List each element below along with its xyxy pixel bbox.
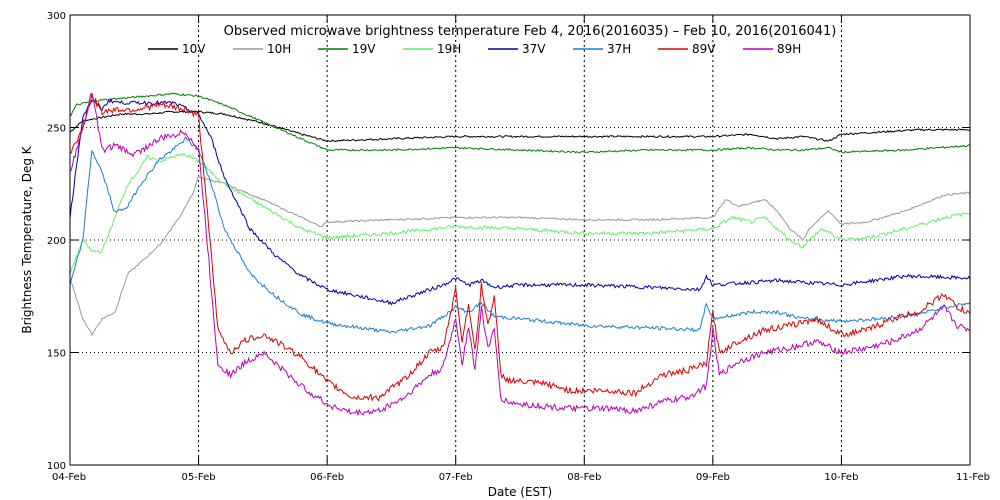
series-line-89v [69, 92, 971, 402]
y-tick-label: 300 [47, 11, 66, 22]
legend-label-19v: 19V [352, 42, 376, 56]
x-tick-label: 09-Feb [696, 472, 730, 483]
y-tick-label: 250 [47, 124, 66, 135]
x-tick-label: 06-Feb [310, 472, 344, 483]
series-line-37v [69, 97, 971, 306]
plot-area [69, 92, 971, 416]
y-axis-title: Brightness Temperature, Deg K [20, 145, 34, 333]
x-tick-label: 07-Feb [439, 472, 473, 483]
x-tick-label: 05-Feb [182, 472, 216, 483]
legend-label-19h: 19H [437, 42, 461, 56]
x-tick-label: 10-Feb [824, 472, 858, 483]
legend-label-37h: 37H [607, 42, 631, 56]
y-tick-label: 100 [47, 461, 66, 472]
legend-label-89h: 89H [777, 42, 801, 56]
legend-label-10v: 10V [182, 42, 206, 56]
series-line-10h [69, 175, 971, 337]
series-line-10v [69, 110, 971, 143]
legend-label-10h: 10H [267, 42, 291, 56]
chart-title: Observed microwave brightness temperatur… [224, 24, 837, 39]
series-line-37h [69, 136, 971, 334]
legend-label-37v: 37V [522, 42, 546, 56]
grid [70, 15, 970, 465]
x-tick-label: 11-Feb [956, 472, 990, 483]
series-line-19h [69, 153, 971, 275]
series-line-19v [69, 92, 971, 154]
axes: 100 150 200 250 300 04-Feb 05-Feb 06-Feb 07-Feb 0… [47, 11, 990, 483]
series-line-89h [69, 93, 971, 416]
y-tick-label: 150 [47, 349, 66, 360]
y-tick-label: 200 [47, 236, 66, 247]
x-tick-label: 04-Feb [52, 472, 86, 483]
legend-label-89v: 89V [692, 42, 716, 56]
x-tick-label: 08-Feb [567, 472, 601, 483]
x-axis-title: Date (EST) [488, 485, 552, 499]
legend: 10V 10H 19V 19H 37V 37H 89V 89H [148, 42, 801, 56]
